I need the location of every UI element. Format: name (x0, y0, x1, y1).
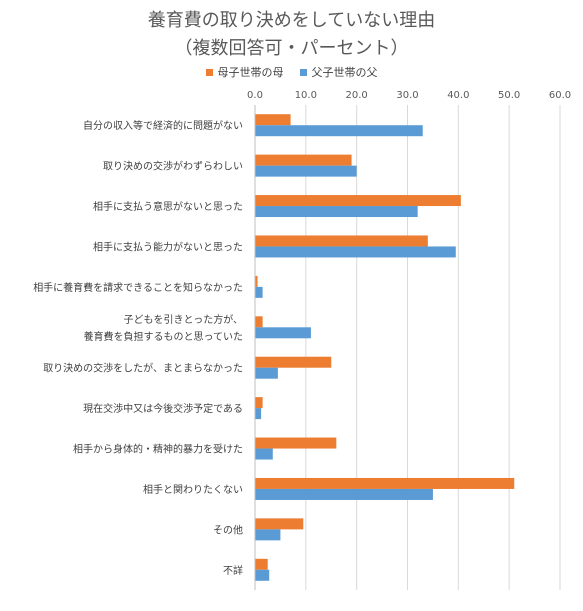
bar-father (255, 408, 262, 420)
bar-mother (255, 558, 268, 570)
legend-item-father: 父子世帯の父 (299, 64, 378, 80)
legend-label-mother: 母子世帯の母 (217, 66, 284, 79)
bar-mother (255, 437, 337, 449)
bar-father (255, 246, 456, 258)
legend-item-mother: 母子世帯の母 (205, 64, 284, 80)
bar-father (255, 206, 418, 218)
bar-father (255, 327, 311, 339)
x-tick-label: 0.0 (247, 90, 263, 101)
legend: 母子世帯の母 父子世帯の父 (0, 64, 583, 80)
category-label: その他 (213, 523, 243, 536)
category-label: 相手に養育費を請求できることを知らなかった (33, 281, 243, 294)
bar-father (255, 367, 278, 379)
category-label: 相手と関わりたくない (143, 483, 243, 496)
category-label: 不詳 (223, 564, 243, 577)
bar-father (255, 165, 357, 177)
x-tick-label: 50.0 (498, 90, 520, 101)
x-tick-label: 40.0 (447, 90, 469, 101)
category-label: 相手から身体的・精神的暴力を受けた (73, 443, 243, 456)
bar-father (255, 448, 273, 460)
category-label: 取り決めの交渉をしたが、まとまらなかった (43, 362, 243, 375)
category-label: 子どもを引きとった方が、 (124, 313, 244, 326)
category-label: 現在交渉中又は今後交渉予定である (83, 402, 243, 415)
bar-father (255, 488, 433, 500)
bar-father (255, 125, 423, 137)
bar-father (255, 529, 281, 541)
x-tick-label: 60.0 (549, 90, 571, 101)
chart-title-line-2: （複数回答可・パーセント） (174, 38, 409, 59)
chart-title-line-1: 養育費の取り決めをしていない理由 (147, 10, 436, 31)
category-label: 養育費を負担するものと思っていた (84, 330, 244, 343)
bar-mother (255, 275, 258, 287)
bar-mother (255, 356, 332, 368)
legend-swatch-father (299, 68, 307, 76)
category-label: 相手に支払う意思がないと思った (93, 200, 243, 213)
bar-father (255, 286, 263, 298)
bar-mother (255, 195, 461, 207)
bar-father (255, 569, 270, 581)
x-tick-label: 20.0 (346, 90, 368, 101)
category-label: 相手に支払う能力がないと思った (93, 240, 243, 253)
legend-swatch-mother (205, 68, 213, 76)
x-tick-label: 30.0 (396, 90, 418, 101)
bar-mother (255, 114, 291, 126)
category-label: 取り決めの交渉がわずらわしい (103, 160, 243, 173)
bar-mother (255, 154, 352, 166)
bar-mother (255, 235, 428, 247)
bar-mother (255, 518, 304, 530)
bar-mother (255, 316, 263, 328)
bar-mother (255, 397, 263, 409)
legend-label-father: 父子世帯の父 (311, 66, 378, 79)
bar-mother (255, 477, 515, 489)
x-tick-label: 10.0 (295, 90, 317, 101)
category-label: 自分の収入等で経済的に問題がない (83, 119, 243, 132)
